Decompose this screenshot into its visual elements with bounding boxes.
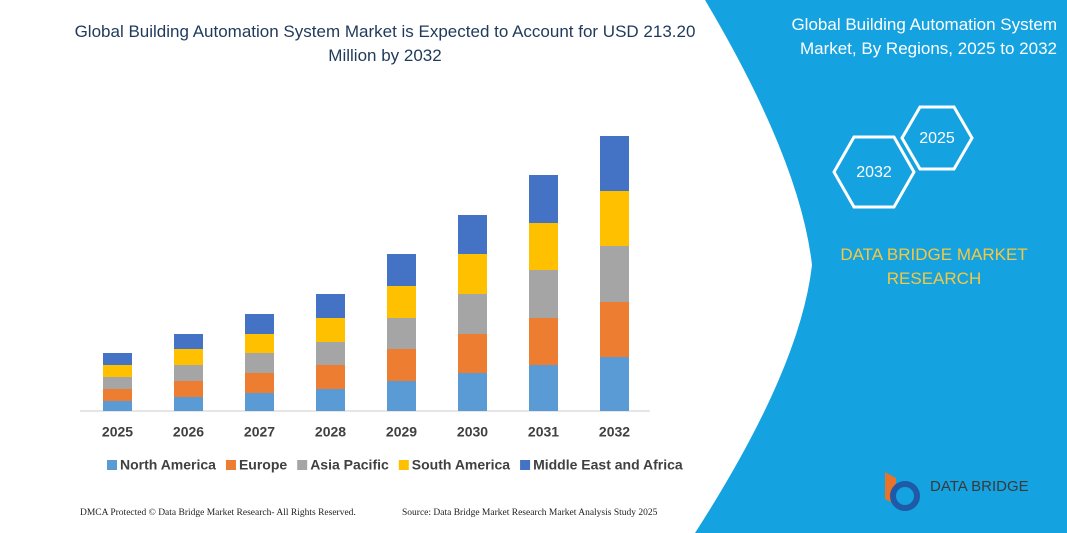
bar-segment [174,349,203,365]
bar-segment [458,254,487,294]
bar-segment [174,397,203,411]
chart: 2025 2026 2027 2028 2029 2030 2031 2032 North Am… [102,136,683,473]
legend-swatch [398,460,409,470]
legend-swatch [520,460,531,470]
x-tick-label: 2029 [386,424,417,440]
bar-segment [600,357,629,411]
legend-label: Middle East and Africa [533,457,683,473]
bar-segment [245,353,274,373]
bar-segment [600,246,629,302]
logo-icon [885,472,920,511]
bar-segment [316,389,345,411]
bar-segment [245,334,274,353]
bar-segment [316,365,345,389]
hex-label: 2025 [919,130,955,147]
bar-segment [600,302,629,357]
footer-right: Source: Data Bridge Market Research Mark… [402,508,658,518]
bar-segment [387,254,416,286]
logo-text: DATA BRIDGE [930,478,1029,495]
bar-segment [529,175,558,223]
bar-segment [103,353,132,365]
x-tick-label: 2031 [528,424,559,440]
bar-segment [529,365,558,411]
side-panel [695,0,1067,533]
bar-segment [245,314,274,334]
bar-segment [245,393,274,411]
x-tick-label: 2025 [102,424,133,440]
bar-segment [316,318,345,342]
bar-segment [174,381,203,397]
chart-title: Global Building Automation System Market… [74,22,696,65]
hex-label: 2032 [856,164,892,181]
bar-segment [458,294,487,334]
brand: DATA BRIDGE MARKET RESEARCH [840,245,1028,288]
bar-segment [316,294,345,318]
x-tick-label: 2027 [244,424,275,440]
bar-segment [458,334,487,373]
bar-segment [529,223,558,270]
hexagons [832,105,974,209]
bar-segment [103,401,132,411]
x-tick-label: 2028 [315,424,346,440]
bar-segment [458,373,487,411]
legend-label: South America [412,457,510,473]
bar-segment [387,349,416,381]
x-tick-label: 2026 [173,424,204,440]
bar-segment [174,365,203,381]
legend-swatch [297,460,308,470]
legend-swatch [107,460,117,470]
legend-swatch [225,460,236,470]
bar-segment [387,381,416,411]
bar-segment [387,286,416,318]
bar-segment [387,318,416,349]
bar-segment [600,191,629,246]
bar-segment [103,377,132,389]
legend-label: Europe [239,457,287,473]
legend-label: North America [120,457,216,473]
bar-segment [245,373,274,393]
bar-segment [316,342,345,365]
bar-segment [174,334,203,349]
legend-label: Asia Pacific [310,457,389,473]
bar-segment [458,215,487,254]
bar-segment [103,365,132,377]
bar-segment [103,389,132,401]
x-tick-label: 2030 [457,424,488,440]
side-title: Global Building Automation System Market… [791,15,1057,58]
x-tick-label: 2032 [599,424,630,440]
bar-segment [600,136,629,191]
bar-segment [529,318,558,365]
bar-segment [529,270,558,318]
footer-left: DMCA Protected © Data Bridge Market Rese… [80,508,356,518]
